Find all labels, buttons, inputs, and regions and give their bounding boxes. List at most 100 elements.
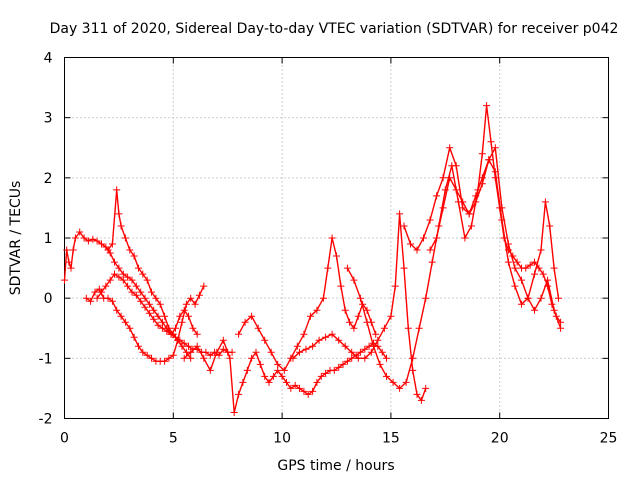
data-point-marker	[156, 300, 164, 308]
data-point-marker	[248, 354, 256, 362]
data-point-marker	[243, 366, 251, 374]
data-point-marker	[143, 276, 151, 284]
data-point-marker	[376, 360, 384, 368]
data-point-marker	[391, 282, 399, 290]
data-point-marker	[202, 348, 210, 356]
data-point-marker	[117, 312, 125, 320]
data-point-marker	[185, 342, 192, 350]
data-point-marker	[389, 378, 397, 386]
series-line	[292, 213, 427, 402]
series-track-5	[180, 336, 390, 416]
data-point-marker	[361, 345, 369, 353]
data-point-marker	[541, 198, 549, 206]
y-tick-label: 2	[44, 171, 53, 187]
data-point-marker	[256, 360, 264, 368]
data-point-marker	[119, 276, 127, 284]
data-point-marker	[124, 273, 132, 281]
series-track-4	[104, 186, 195, 362]
data-point-marker	[531, 270, 538, 278]
data-point-marker	[261, 372, 269, 380]
data-point-marker	[91, 288, 99, 296]
data-point-marker	[396, 384, 404, 392]
data-point-marker	[235, 330, 243, 338]
data-point-marker	[178, 342, 186, 350]
data-point-marker	[378, 348, 386, 356]
data-point-marker	[141, 294, 149, 302]
data-point-marker	[148, 354, 155, 362]
data-point-marker	[459, 204, 467, 212]
data-point-marker	[158, 324, 166, 332]
data-point-marker	[169, 330, 177, 338]
data-point-marker	[439, 204, 447, 212]
data-point-marker	[274, 366, 282, 374]
data-point-marker	[380, 324, 388, 332]
data-point-marker	[113, 186, 121, 194]
data-point-marker	[374, 336, 382, 344]
data-point-marker	[287, 384, 295, 392]
data-point-marker	[439, 174, 447, 182]
data-point-marker	[141, 303, 149, 311]
data-point-marker	[330, 366, 338, 374]
data-point-marker	[239, 378, 247, 386]
data-point-marker	[322, 369, 330, 377]
data-point-marker	[348, 348, 356, 356]
data-point-marker	[491, 144, 499, 152]
data-point-marker	[511, 282, 519, 290]
data-point-marker	[187, 354, 195, 362]
x-tick-label: 15	[382, 431, 400, 447]
data-point-marker	[119, 270, 127, 278]
data-point-marker	[309, 342, 317, 350]
data-point-marker	[89, 235, 97, 243]
data-point-marker	[400, 222, 408, 230]
data-point-marker	[478, 180, 486, 188]
data-point-marker	[154, 312, 162, 320]
data-point-marker	[322, 333, 330, 341]
data-point-marker	[248, 312, 256, 320]
data-point-marker	[113, 306, 121, 314]
data-point-marker	[526, 261, 534, 269]
data-point-marker	[150, 306, 158, 314]
data-point-marker	[518, 300, 525, 308]
data-point-marker	[148, 288, 155, 296]
data-point-marker	[402, 378, 410, 386]
data-point-marker	[420, 234, 427, 242]
data-point-marker	[302, 345, 310, 353]
data-point-marker	[356, 348, 364, 356]
data-point-marker	[152, 294, 160, 302]
data-point-marker	[213, 348, 221, 356]
data-point-marker	[413, 246, 421, 254]
data-point-marker	[143, 351, 151, 359]
data-point-marker	[150, 315, 158, 323]
data-point-marker	[63, 246, 71, 254]
data-point-marker	[200, 282, 208, 290]
data-point-marker	[367, 348, 375, 356]
data-point-marker	[104, 294, 112, 302]
data-point-marker	[557, 324, 565, 332]
data-point-marker	[289, 354, 297, 362]
data-point-marker	[324, 264, 332, 272]
data-point-marker	[269, 372, 277, 380]
data-point-marker	[228, 348, 236, 356]
data-point-marker	[337, 282, 345, 290]
data-point-marker	[537, 294, 545, 302]
data-point-marker	[465, 210, 473, 218]
data-point-marker	[346, 318, 354, 326]
data-point-marker	[361, 354, 369, 362]
data-point-marker	[335, 336, 343, 344]
data-point-marker	[93, 294, 101, 302]
data-point-marker	[428, 258, 436, 266]
data-point-marker	[335, 363, 343, 371]
y-axis-label: SDTVAR / TECUs	[8, 181, 24, 296]
data-point-marker	[135, 264, 142, 272]
data-point-marker	[341, 342, 349, 350]
data-point-marker	[433, 234, 441, 242]
data-point-marker	[139, 348, 147, 356]
y-tick-label: 4	[44, 51, 53, 67]
data-point-marker	[328, 234, 336, 242]
data-point-marker	[472, 198, 480, 206]
data-point-marker	[409, 354, 417, 362]
data-point-marker	[195, 291, 203, 299]
data-point-marker	[206, 351, 214, 359]
data-point-marker	[446, 144, 454, 152]
